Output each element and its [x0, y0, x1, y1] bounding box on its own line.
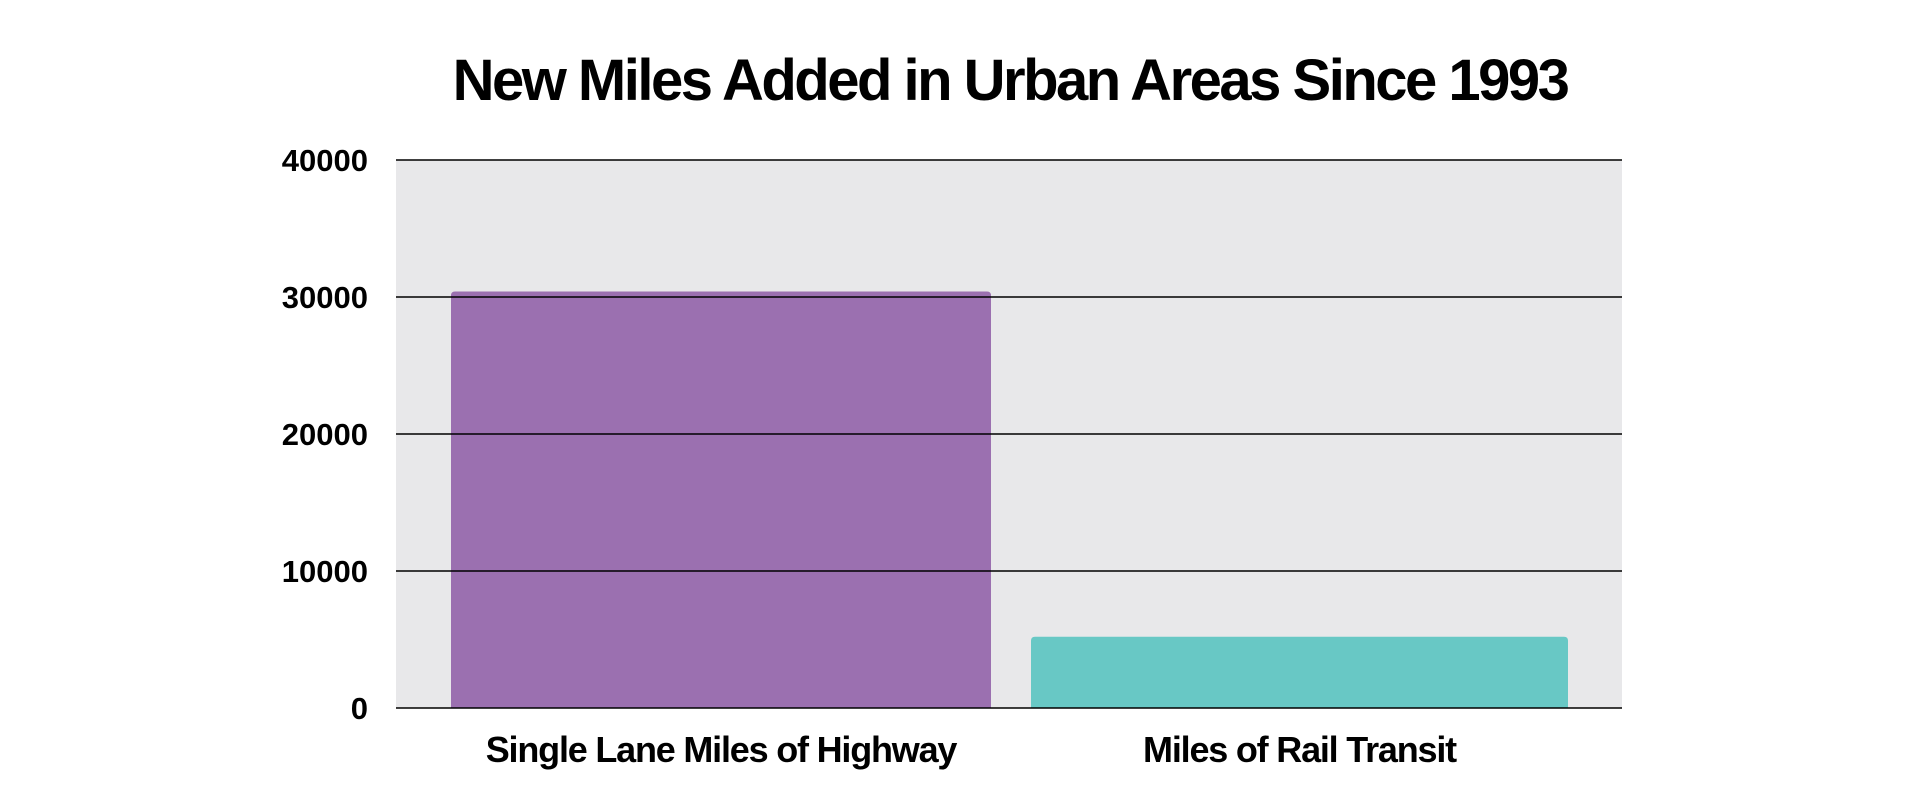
- y-tick-label: 20000: [282, 417, 368, 452]
- bars-group: [451, 291, 1568, 708]
- bar-2: [1031, 636, 1568, 708]
- y-axis-ticks: 0 10000 20000 30000 40000: [282, 143, 368, 726]
- x-category-label: Single Lane Miles of Highway: [486, 729, 958, 770]
- gridlines-group: [396, 159, 1622, 709]
- bar-1: [451, 291, 991, 708]
- y-tick-label: 40000: [282, 143, 368, 178]
- y-tick-label: 0: [351, 691, 368, 726]
- x-category-label: Miles of Rail Transit: [1143, 729, 1457, 770]
- x-axis-labels: Single Lane Miles of Highway Miles of Rai…: [486, 729, 1459, 770]
- y-tick-label: 30000: [282, 280, 368, 315]
- chart-title: New Miles Added in Urban Areas Since 199…: [453, 48, 1569, 113]
- y-tick-label: 10000: [282, 554, 368, 589]
